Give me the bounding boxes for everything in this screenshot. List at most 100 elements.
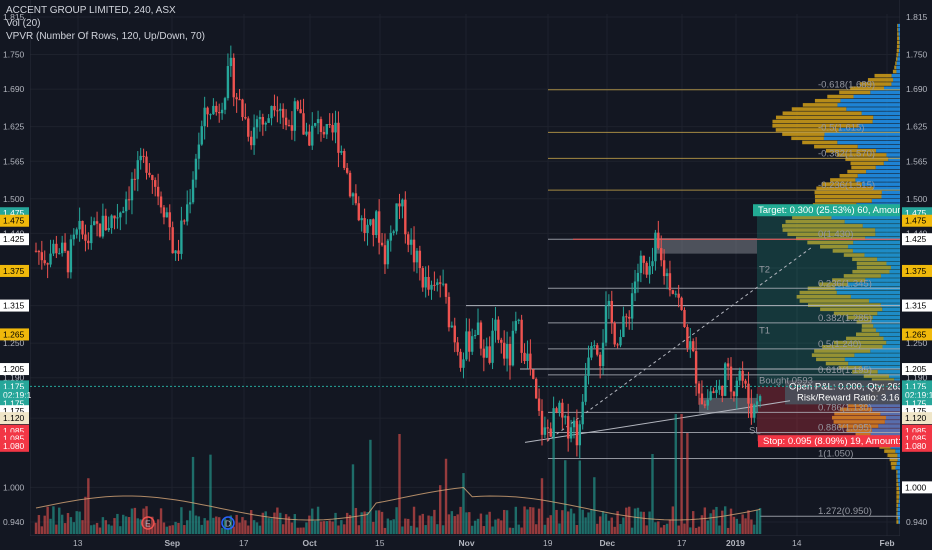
price-tag xyxy=(902,328,932,341)
price-axis-left[interactable]: 1.8151.7501.6901.6251.5651.5001.4401.380… xyxy=(0,0,32,536)
volume-bar xyxy=(648,511,651,534)
volume-bar xyxy=(453,516,456,534)
volume-bar xyxy=(546,517,550,534)
vp-row-down xyxy=(814,98,841,103)
vp-row-up xyxy=(872,315,900,320)
volume-bar xyxy=(348,515,352,534)
volume-bar xyxy=(203,518,206,534)
vp-row-up xyxy=(847,282,900,287)
time-axis[interactable]: 13 Sep 17 Oct 15 Nov 19 Dec 17 2019 14 Feb xyxy=(0,536,932,550)
candle-body xyxy=(444,283,448,297)
candle-body xyxy=(255,119,259,128)
candle-body xyxy=(226,66,230,99)
volume-bar xyxy=(363,511,366,534)
price-tag-label: 1.120 xyxy=(905,413,927,423)
symbol-title[interactable]: ACCENT GROUP LIMITED, 240, ASX xyxy=(6,5,176,16)
vp-row-down xyxy=(814,190,882,195)
vp-row-down xyxy=(839,90,871,95)
candle-body xyxy=(546,427,550,429)
candle-body xyxy=(305,131,308,135)
volume-bar xyxy=(139,519,142,534)
volume-bar xyxy=(555,509,558,534)
vp-row-down xyxy=(787,232,876,237)
volume-bar xyxy=(633,508,637,534)
candle-body xyxy=(636,272,640,282)
vp-row-up xyxy=(898,53,900,57)
candle-body xyxy=(279,108,282,111)
fib-level-label: 0.886(1.095) xyxy=(818,423,872,434)
vp-row-down xyxy=(815,199,872,203)
vp-row-up xyxy=(875,165,900,170)
volume-bar xyxy=(357,525,360,534)
price-axis-right[interactable]: 1.8151.7501.6901.6251.5651.5001.4401.380… xyxy=(900,0,932,536)
volume-bar xyxy=(98,527,102,534)
time-tick-label: 15 xyxy=(375,538,385,548)
volume-bar xyxy=(209,454,212,534)
vp-row-up xyxy=(898,503,900,508)
volume-bar xyxy=(101,517,105,534)
volume-bar xyxy=(732,516,736,534)
price-tag xyxy=(0,439,29,452)
candle-body xyxy=(598,354,602,367)
volume-bar xyxy=(441,525,445,534)
vp-row-down xyxy=(772,119,873,124)
candle-body xyxy=(497,319,500,340)
vp-row-down xyxy=(896,491,900,495)
vp-row-down xyxy=(839,174,858,178)
candle-body xyxy=(642,255,645,263)
volume-bar xyxy=(665,523,669,534)
candle-body xyxy=(421,268,424,288)
volume-bar xyxy=(252,520,256,534)
volume-bar xyxy=(430,516,433,534)
volume-bar xyxy=(689,527,692,534)
candle-body xyxy=(229,57,233,67)
candle-body xyxy=(244,117,247,119)
volume-bar xyxy=(427,515,430,534)
vp-row-up xyxy=(873,186,900,191)
vp-row-down xyxy=(896,486,899,491)
candle-body xyxy=(72,234,76,240)
volume-bar xyxy=(296,527,299,534)
candle-body xyxy=(316,119,320,124)
volume-bar xyxy=(718,525,721,534)
vp-row-up xyxy=(881,194,900,199)
vpvr-indicator-label[interactable]: VPVR (Number Of Rows, 120, Up/Down, 70) xyxy=(6,31,205,42)
volume-bar xyxy=(459,506,462,534)
vp-row-up xyxy=(899,40,900,45)
candle-body xyxy=(133,178,137,180)
candle-body xyxy=(755,401,759,405)
time-tick-label: 17 xyxy=(677,538,687,548)
long-position-tool[interactable]: Target: 0.300 (25.53%) 60, Amount: Stop: … xyxy=(753,204,909,448)
vp-row-down xyxy=(791,107,847,111)
price-tick-label: 1.565 xyxy=(906,156,928,166)
volume-bar xyxy=(133,507,137,534)
volume-bar xyxy=(604,513,608,534)
volume-bar xyxy=(319,521,323,534)
volume-bar xyxy=(497,518,500,534)
price-tag-label: 1.205 xyxy=(3,364,25,374)
vp-row-down xyxy=(820,307,883,312)
vp-row-down xyxy=(839,407,873,412)
volume-indicator-label[interactable]: Vol (20) xyxy=(6,18,41,29)
volume-bar xyxy=(491,526,494,534)
time-tick-label: 19 xyxy=(543,538,553,548)
vp-row-up xyxy=(898,520,900,524)
vp-row-down xyxy=(799,299,869,303)
vp-row-up xyxy=(895,465,900,470)
vp-row-up xyxy=(871,319,900,324)
volume-bar xyxy=(264,511,267,534)
candle-body xyxy=(322,131,326,135)
candle-body xyxy=(113,215,116,219)
price-tag-label: 1.080 xyxy=(905,441,927,451)
candle-body xyxy=(479,322,483,349)
candle-body xyxy=(37,251,41,253)
vp-row-up xyxy=(896,61,900,65)
bought-label: Bought 0593 xyxy=(759,375,813,386)
vp-row-down xyxy=(855,432,871,437)
volume-bar xyxy=(587,512,590,534)
vp-row-up xyxy=(877,257,900,262)
volume-bar xyxy=(593,477,596,534)
price-tag-label: 1.175 xyxy=(905,381,927,391)
